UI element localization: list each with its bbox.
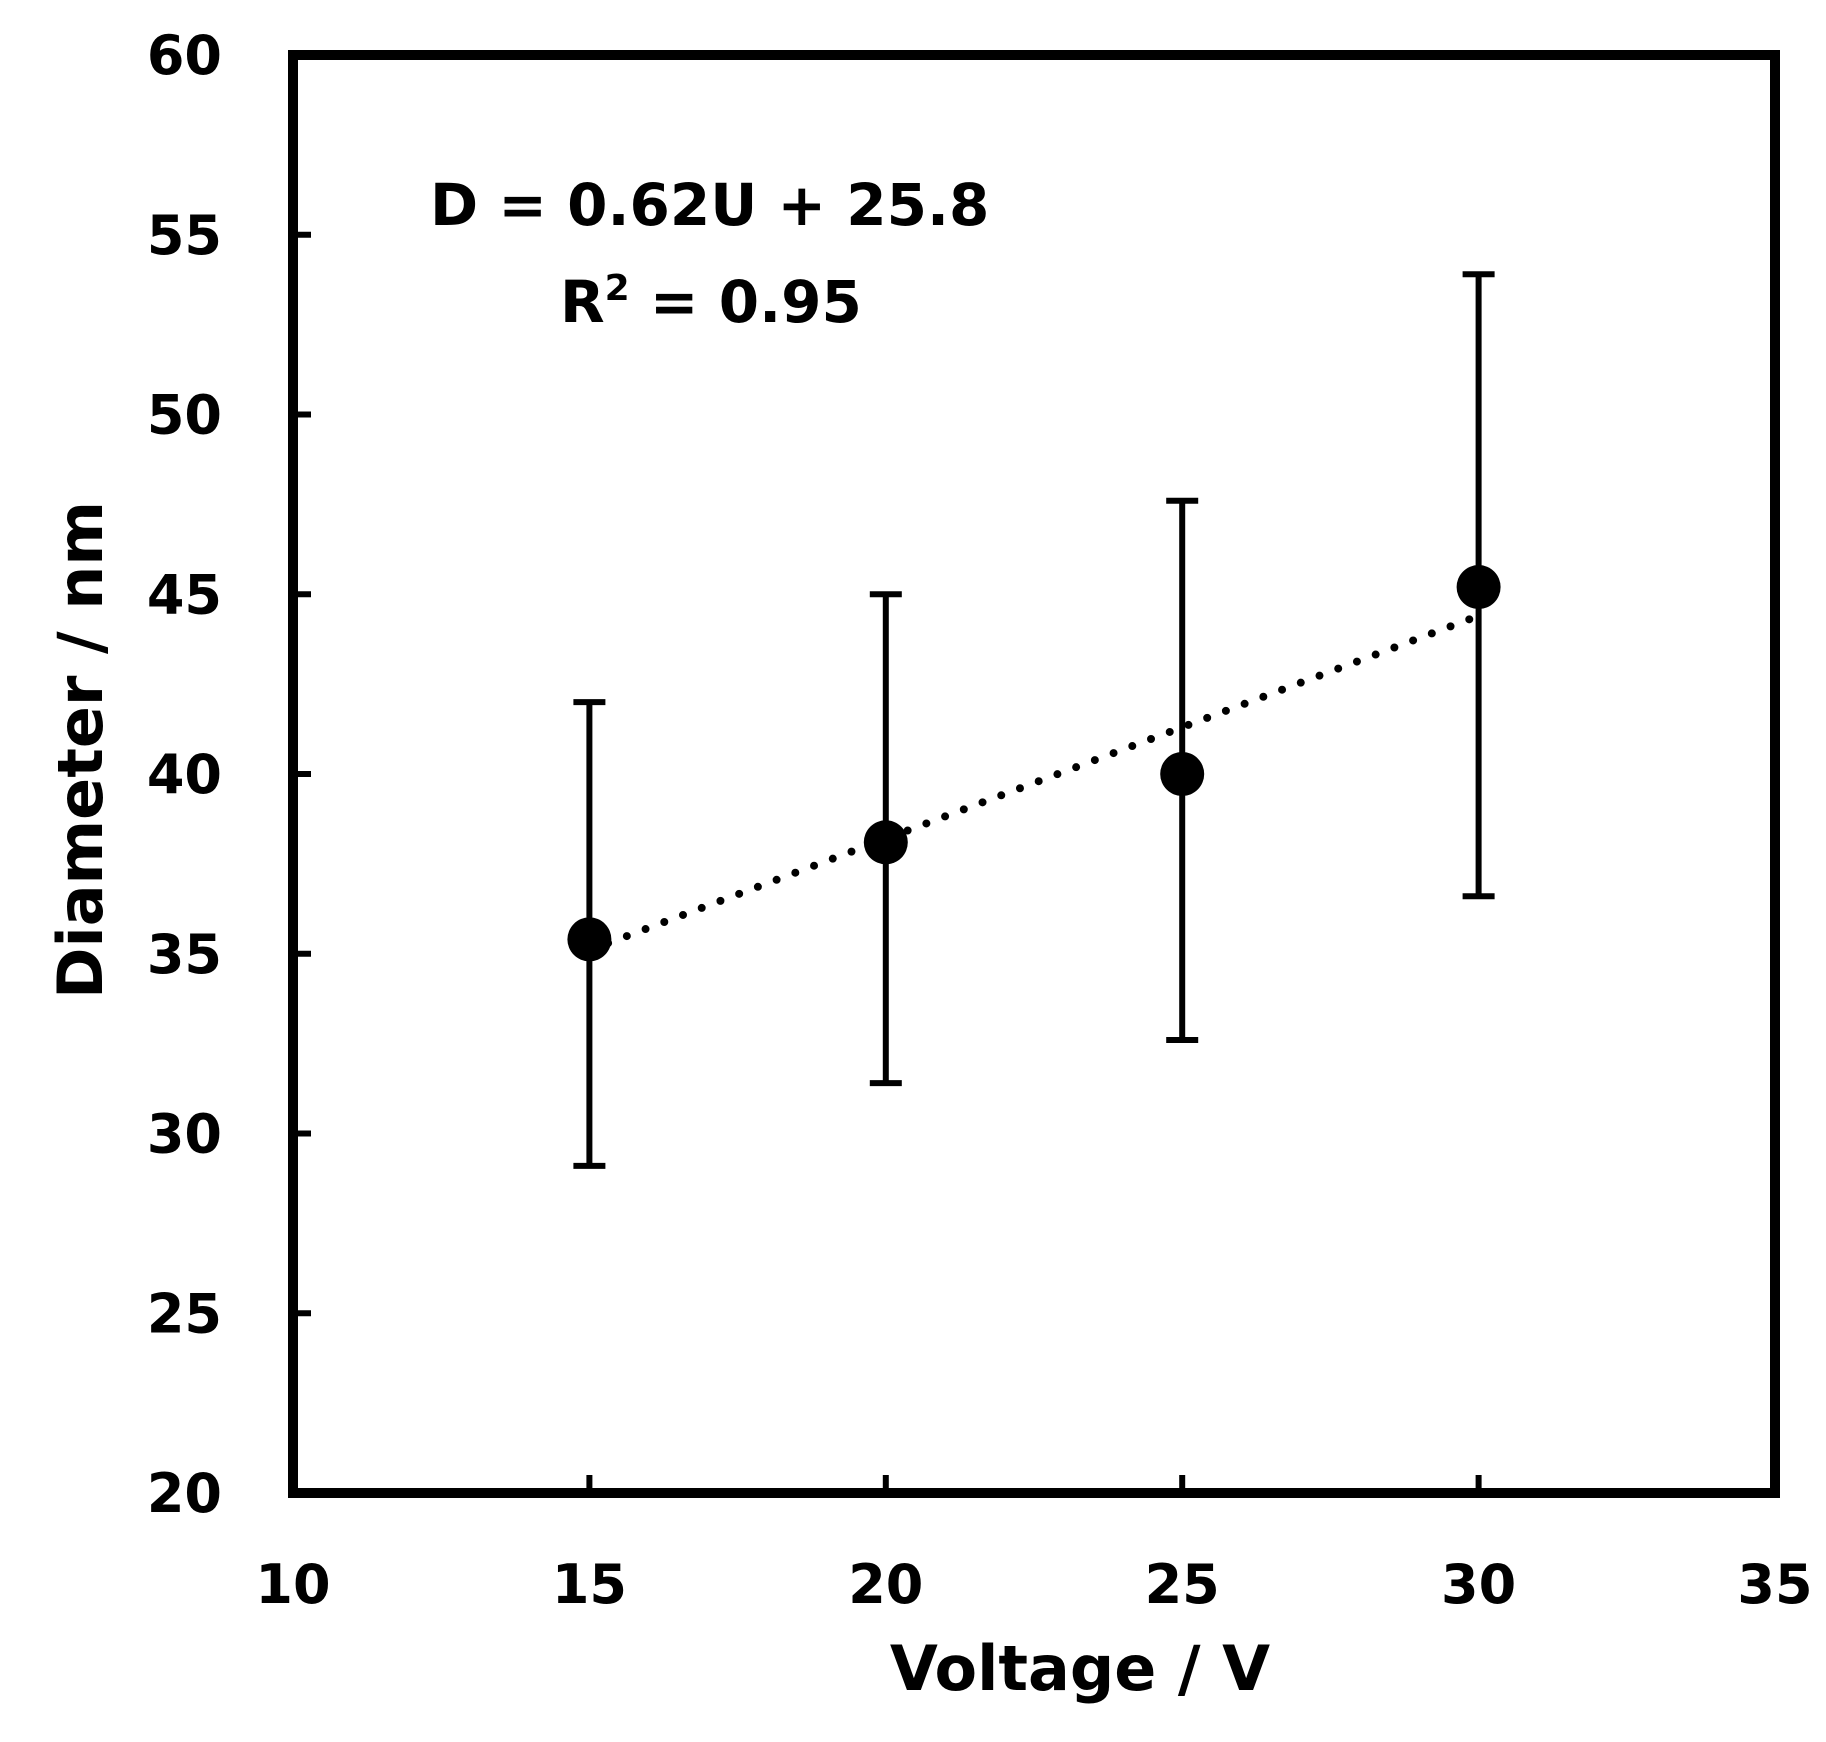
x-tick-label: 30 (1441, 1553, 1516, 1616)
plot-frame (288, 50, 1780, 1498)
y-tick-label: 35 (147, 923, 222, 986)
x-tick-label: 15 (552, 1553, 627, 1616)
data-point (1456, 565, 1501, 610)
r2-prefix: R (560, 268, 605, 336)
y-tick-label: 40 (147, 743, 222, 806)
x-tick-label: 20 (848, 1553, 923, 1616)
y-axis-label: Diameter / nm (44, 501, 117, 999)
y-tick-label: 60 (147, 24, 222, 87)
x-axis-label: Voltage / V (890, 1632, 1270, 1705)
trendline (585, 611, 1483, 955)
equation-annotation: D = 0.62U + 25.8 (430, 171, 989, 239)
x-tick-label: 25 (1145, 1553, 1220, 1616)
r2-superscript: 2 (605, 268, 630, 309)
y-tick-label: 30 (147, 1103, 222, 1166)
y-tick-label: 25 (147, 1282, 222, 1345)
data-point (863, 820, 908, 865)
y-tick-label: 20 (147, 1462, 222, 1525)
r2-value: = 0.95 (630, 268, 862, 336)
y-tick-label: 45 (147, 563, 222, 626)
x-tick-label: 10 (255, 1553, 330, 1616)
r-squared-annotation: R2 = 0.95 (560, 268, 862, 336)
y-tick-label: 50 (147, 384, 222, 447)
x-tick-label: 35 (1737, 1553, 1812, 1616)
y-tick-label: 55 (147, 204, 222, 267)
data-point (1160, 752, 1205, 796)
data-point (567, 917, 612, 962)
